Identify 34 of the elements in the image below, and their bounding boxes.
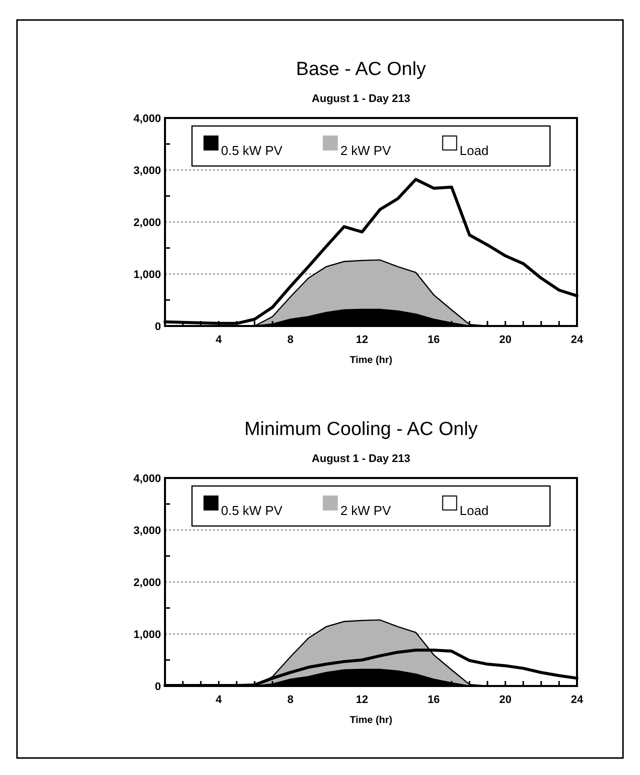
x-tick-label: 8 [287, 334, 294, 346]
x-tick-label: 16 [428, 694, 440, 706]
x-tick-label: 16 [428, 334, 440, 346]
y-tick-label: 1,000 [133, 269, 161, 281]
y-tick-label: 0 [154, 681, 161, 693]
y-tick-label: 3,000 [133, 165, 161, 177]
legend-label: 2 kW PV [340, 143, 392, 158]
x-tick-label: 20 [499, 694, 512, 706]
y-tick-label: 1,000 [133, 629, 161, 641]
y-tick-label: 3,000 [133, 525, 161, 537]
y-tick-label: 2,000 [133, 217, 161, 229]
legend-label: 0.5 kW PV [221, 503, 283, 518]
x-tick-label: 12 [356, 334, 368, 346]
x-tick-label: 24 [570, 694, 584, 706]
x-tick-label: 24 [570, 334, 584, 346]
x-tick-label: 4 [216, 694, 223, 706]
chart-title: Base - AC Only [296, 59, 426, 80]
legend-label: 0.5 kW PV [221, 143, 283, 158]
x-axis-title: Time (hr) [350, 715, 392, 726]
legend-label: 2 kW PV [340, 503, 392, 518]
x-tick-label: 20 [499, 334, 512, 346]
x-tick-label: 12 [356, 694, 368, 706]
x-tick-label: 4 [216, 334, 223, 346]
y-tick-label: 2,000 [133, 577, 161, 589]
y-tick-label: 4,000 [133, 473, 161, 485]
legend-label: Load [460, 143, 489, 158]
x-tick-label: 8 [287, 694, 294, 706]
x-axis-title: Time (hr) [350, 355, 392, 366]
chart-subtitle: August 1 - Day 213 [312, 93, 410, 105]
y-tick-label: 4,000 [133, 113, 161, 125]
chart-title: Minimum Cooling - AC Only [244, 419, 478, 440]
y-tick-label: 0 [154, 321, 161, 333]
legend-label: Load [460, 503, 489, 518]
chart-subtitle: August 1 - Day 213 [312, 453, 410, 465]
